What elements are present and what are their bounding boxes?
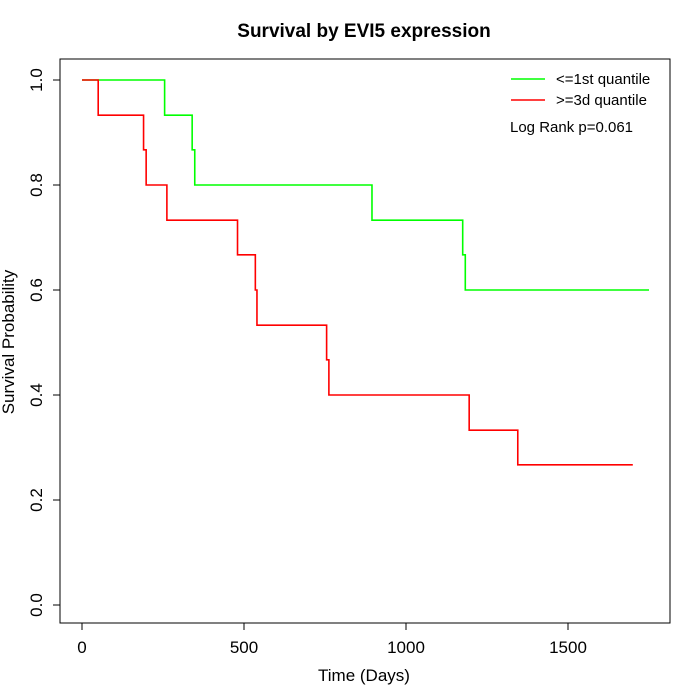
series-line-0 (82, 79, 649, 291)
y-axis: 0.0 0.2 0.4 0.6 0.8 1.0 (27, 68, 61, 617)
y-tick-label: 0.6 (27, 278, 46, 302)
x-tick-label: 500 (230, 638, 258, 657)
y-tick-label: 0.2 (27, 488, 46, 512)
x-axis-title: Time (Days) (318, 666, 410, 685)
y-tick-label: 0.0 (27, 593, 46, 617)
legend-label-0: <=1st quantile (556, 71, 650, 88)
x-tick-label: 1000 (387, 638, 425, 657)
series-line-1 (82, 79, 633, 466)
y-tick-label: 0.4 (27, 383, 46, 407)
x-tick-label: 0 (77, 638, 86, 657)
plot-frame (59, 58, 671, 624)
log-rank-annotation: Log Rank p=0.061 (510, 119, 633, 136)
x-axis: 0 500 1000 1500 (77, 622, 587, 657)
y-tick-label: 1.0 (27, 68, 46, 92)
legend: <=1st quantile >=3d quantile (511, 71, 650, 109)
y-axis-title: Survival Probability (0, 269, 18, 414)
chart-title: Survival by EVI5 expression (237, 21, 490, 42)
x-tick-label: 1500 (549, 638, 587, 657)
y-tick-label: 0.8 (27, 173, 46, 197)
legend-label-1: >=3d quantile (556, 92, 647, 109)
series-layer (82, 79, 649, 466)
